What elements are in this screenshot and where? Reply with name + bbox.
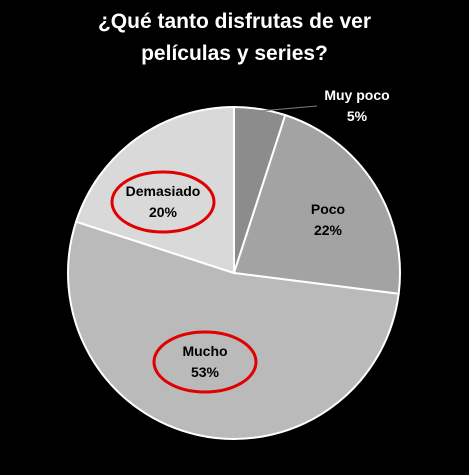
pie-slices [67,105,401,440]
chart-title: ¿Qué tanto disfrutas de ver películas y … [0,6,469,70]
slice-label-mucho: Mucho [182,343,227,359]
highlight-circle-mucho [152,330,258,394]
chart-title-line-1: ¿Qué tanto disfrutas de ver [97,10,372,33]
pie-labels: Muy poco 5% Poco 22% Mucho 53% Demasiado 20% [126,87,390,380]
pie-slice-poco [232,113,401,295]
slice-label-demasiado: Demasiado [126,183,201,199]
slice-value-mucho: 53% [191,364,220,380]
slice-label-poco: Poco [311,201,345,217]
slice-value-demasiado: 20% [149,204,178,220]
pie-callouts [110,105,318,394]
highlight-circle-demasiado [110,170,216,234]
slice-label-muy-poco: Muy poco [324,87,389,103]
pie-slice-demasiado [74,105,235,275]
leader-line-muy-poco [259,105,318,112]
slice-value-muy-poco: 5% [347,108,368,124]
pie-slice-mucho [67,220,400,440]
slice-value-poco: 22% [314,222,343,238]
chart-title-line-2: películas y series? [141,42,328,65]
